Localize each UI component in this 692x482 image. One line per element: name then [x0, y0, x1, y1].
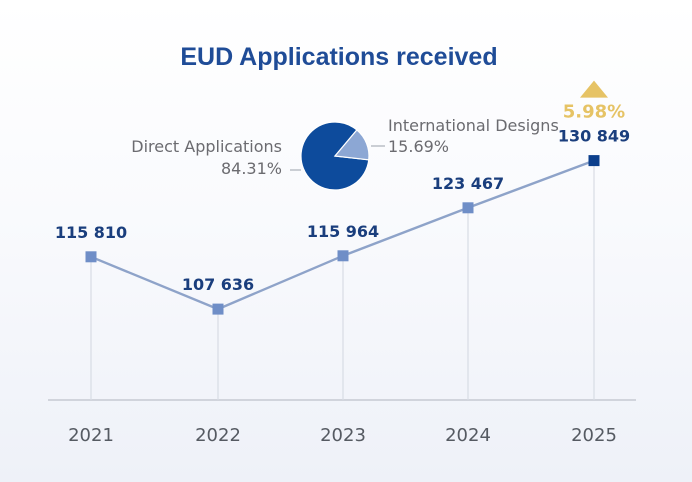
pie-value-international-designs: 15.69%	[388, 137, 449, 156]
data-point-2025	[588, 155, 600, 167]
growth-up-arrow-icon	[580, 80, 608, 98]
pie-label-international-designs: International Designs	[388, 116, 559, 135]
pie-chart: Direct Applications 84.31% International D…	[131, 116, 559, 191]
value-label-2025: 130 849	[558, 127, 630, 146]
x-tick-label-2021: 2021	[68, 425, 114, 446]
x-tick-label-2023: 2023	[320, 425, 366, 446]
pie-slice-international-designs	[333, 129, 370, 161]
value-label-2023: 115 964	[307, 222, 379, 241]
x-tick-label-2025: 2025	[571, 425, 617, 446]
x-tick-label-2022: 2022	[195, 425, 241, 446]
value-label-2022: 107 636	[182, 275, 254, 294]
x-tick-label-2024: 2024	[445, 425, 491, 446]
data-point-2023	[337, 250, 349, 262]
pie-value-direct-applications: 84.31%	[221, 159, 282, 178]
data-point-2021	[85, 251, 97, 263]
value-label-2021: 115 810	[55, 223, 127, 242]
growth-percentage: 5.98%	[563, 102, 625, 123]
line-chart: 115 810 2021 107 636 2022 115 964 2023 123 467…	[48, 80, 636, 446]
chart-title: EUD Applications received	[180, 43, 497, 71]
value-label-2024: 123 467	[432, 174, 504, 193]
pie-label-direct-applications: Direct Applications	[131, 137, 282, 156]
data-point-2024	[462, 202, 474, 214]
data-point-2022	[212, 303, 224, 315]
